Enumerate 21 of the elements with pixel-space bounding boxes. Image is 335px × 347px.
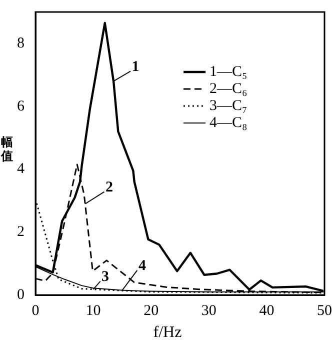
- y-tick-label: 8: [17, 35, 24, 52]
- y-tick-label: 4: [17, 161, 25, 178]
- x-tick-label: 20: [144, 302, 159, 319]
- x-tick-label: 50: [317, 302, 332, 319]
- annotation: 4: [138, 258, 146, 274]
- x-axis-title: f/Hz: [152, 324, 183, 342]
- y-tick-label: 0: [17, 286, 24, 303]
- x-tick-label: 0: [32, 302, 40, 319]
- annotation: 1: [132, 59, 140, 76]
- annotation: 2: [105, 180, 113, 196]
- legend-label: 2—C₆: [210, 80, 248, 97]
- legend-label: 3—C₇: [210, 98, 248, 114]
- y-axis-title: 幅值: [1, 135, 14, 163]
- y-tick-label: 6: [17, 98, 25, 114]
- x-tick-label: 30: [201, 302, 216, 319]
- x-tick-label: 10: [86, 302, 101, 319]
- x-tick-label: 40: [259, 302, 274, 319]
- y-tick-label: 2: [17, 224, 24, 240]
- legend-label: 1—C₅: [210, 64, 248, 80]
- annotation: 3: [102, 269, 110, 286]
- legend-label: 4—C₈: [210, 114, 248, 131]
